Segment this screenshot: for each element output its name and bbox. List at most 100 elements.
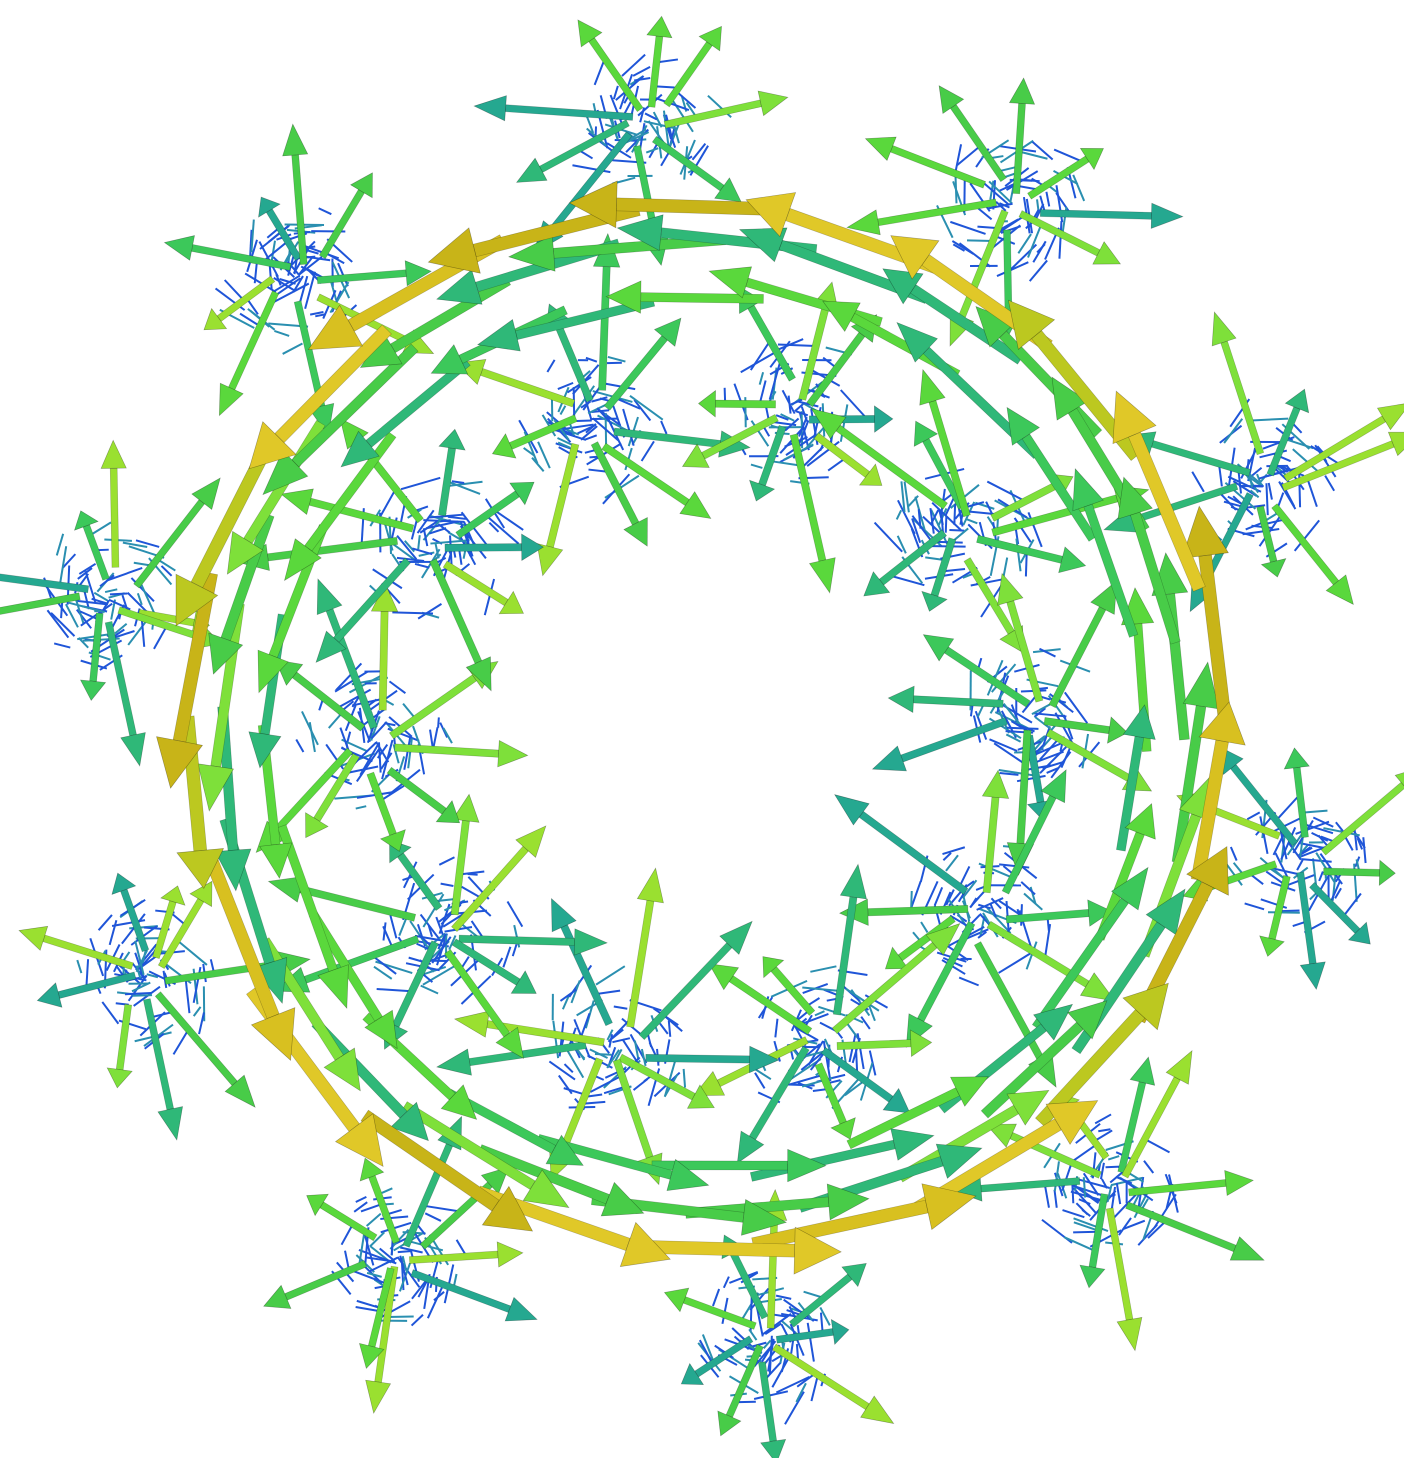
arrow: [646, 15, 673, 108]
small-glyph: [488, 521, 500, 533]
small-glyph: [379, 1247, 394, 1261]
small-glyph: [814, 1010, 825, 1017]
small-glyph: [1248, 417, 1289, 422]
arrow-head: [896, 321, 938, 363]
arrow-head: [577, 19, 603, 48]
arrow-head: [1129, 1056, 1156, 1086]
small-glyph: [109, 592, 128, 596]
arrow-shaft: [930, 537, 957, 597]
small-glyph: [977, 207, 993, 221]
small-glyph: [1329, 880, 1342, 903]
arrow: [846, 1076, 989, 1150]
small-glyph: [1107, 1155, 1120, 1161]
arrow-head: [120, 732, 146, 767]
arrow-head: [379, 829, 406, 852]
arrow: [410, 1269, 538, 1322]
arrow-head: [760, 1438, 787, 1458]
small-glyph: [377, 489, 396, 522]
small-glyph: [1248, 473, 1254, 488]
arrow-head: [749, 479, 776, 502]
arrow: [831, 923, 961, 1035]
small-glyph: [396, 556, 425, 563]
arrow-head: [921, 590, 948, 612]
arrow-head: [680, 1362, 705, 1385]
small-glyph: [335, 662, 363, 692]
arrow-head: [741, 1199, 788, 1236]
small-glyph: [698, 1339, 713, 1363]
arrow-head: [219, 382, 244, 417]
arrow: [986, 920, 1116, 1002]
small-glyph: [685, 102, 696, 116]
arrow-head: [317, 964, 349, 1009]
arrow-head: [605, 280, 642, 314]
arrow-head: [515, 825, 547, 858]
arrow-head: [653, 317, 682, 347]
arrow: [603, 317, 682, 411]
arrow-head: [950, 1076, 989, 1107]
small-glyph: [366, 1271, 382, 1278]
small-glyph: [50, 612, 76, 637]
small-glyph: [358, 1234, 365, 1267]
small-glyph: [564, 1047, 585, 1079]
arrow-head: [619, 1221, 671, 1267]
small-glyph: [309, 311, 324, 316]
small-glyph: [384, 722, 396, 727]
arrow-head: [808, 557, 836, 594]
small-glyph: [422, 893, 445, 928]
arrow: [359, 1267, 395, 1369]
arrow-shaft: [1271, 503, 1340, 586]
small-glyph: [807, 997, 821, 1007]
arrow-head: [663, 1287, 690, 1313]
arrow-shaft: [858, 810, 969, 895]
small-glyph: [295, 739, 305, 753]
arrow: [820, 1046, 911, 1114]
arrow-head: [1033, 1003, 1074, 1041]
small-glyph: [1036, 199, 1040, 212]
small-glyph: [750, 420, 770, 447]
arrow-shaft: [1001, 794, 1057, 895]
small-glyph: [942, 846, 966, 855]
small-glyph: [1118, 1217, 1132, 1236]
arrow-head: [515, 157, 548, 183]
arrow-head: [1150, 202, 1184, 229]
small-glyph: [373, 956, 397, 975]
small-glyph: [301, 711, 319, 746]
arrow: [997, 572, 1044, 703]
small-glyph: [422, 964, 457, 986]
arrow-shaft: [651, 135, 725, 192]
arrow-head: [679, 491, 712, 519]
small-glyph: [609, 94, 625, 128]
arrow: [814, 1062, 856, 1140]
small-glyph: [397, 1249, 413, 1254]
small-glyph: [1218, 466, 1223, 487]
arrow-head: [874, 405, 894, 433]
arrow-shaft: [304, 431, 397, 552]
arrow-head: [1325, 574, 1354, 606]
arrow-shaft: [313, 753, 360, 822]
arrow: [219, 290, 280, 417]
small-glyph: [645, 147, 659, 154]
arrow-head: [1107, 716, 1129, 744]
small-glyph: [1099, 1162, 1105, 1180]
small-glyph: [575, 1048, 586, 1060]
arrow: [315, 557, 411, 663]
small-glyph: [929, 508, 935, 534]
arrow-shaft: [429, 558, 483, 664]
small-glyph: [114, 622, 128, 635]
small-glyph: [537, 441, 551, 469]
small-glyph: [275, 277, 301, 296]
small-glyph: [249, 229, 253, 257]
arrow: [577, 19, 644, 113]
arrow-head: [1006, 1090, 1050, 1126]
small-glyph: [784, 1391, 805, 1425]
small-glyph: [541, 414, 557, 437]
small-glyph: [68, 601, 105, 614]
small-glyph: [587, 1093, 603, 1098]
arrow-shaft: [813, 432, 871, 478]
arrow-shaft: [1268, 875, 1291, 940]
small-glyph: [246, 239, 258, 273]
arrow: [788, 1262, 867, 1328]
arrow-shaft: [878, 529, 948, 586]
arrow-shaft: [560, 924, 613, 1027]
small-glyph: [644, 112, 658, 121]
